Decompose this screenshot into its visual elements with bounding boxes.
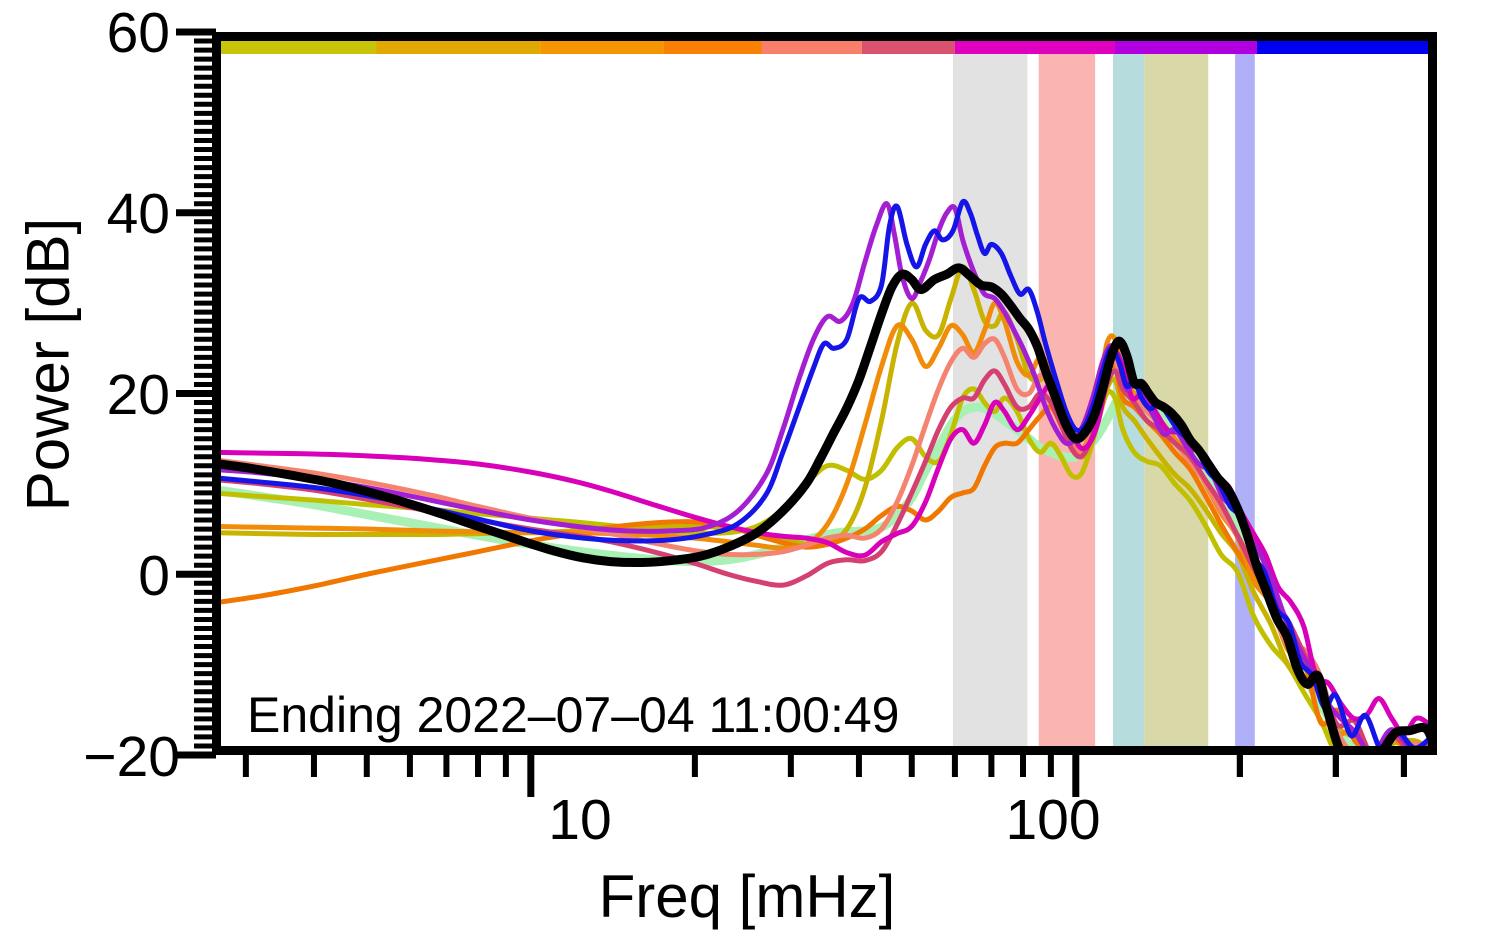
ytick-label-0: 0 — [138, 544, 170, 608]
xtick-label-10: 10 — [548, 788, 612, 852]
spectrum-olive-a — [212, 264, 1437, 755]
colorbar-segment-5 — [861, 41, 955, 54]
colorbar-segment-1 — [376, 41, 541, 54]
xtick-label-100: 100 — [1005, 788, 1101, 852]
y-axis-title: Power [dB] — [14, 217, 82, 512]
colorbar-segment-6 — [954, 41, 1115, 54]
colorbar-segment-8 — [1256, 41, 1437, 54]
spectrum-plot — [212, 41, 1437, 755]
ending-timestamp-annotation: Ending 2022‒07‒04 11:00:49 — [247, 687, 900, 743]
plot-area — [212, 32, 1437, 755]
colorbar-segment-4 — [761, 41, 862, 54]
ytick-label-40: 40 — [106, 182, 170, 246]
x-axis-title: Freq [mHz] — [598, 863, 896, 930]
colorbar-segment-3 — [663, 41, 762, 54]
axis-frame — [212, 32, 1437, 755]
ytick-label-60: 60 — [106, 1, 170, 65]
ytick-label-m20: −20 — [83, 725, 180, 789]
ytick-label-20: 20 — [106, 363, 170, 427]
colorbar-segment-7 — [1114, 41, 1257, 54]
colorbar-segment-0 — [212, 41, 377, 54]
colorbar-segment-2 — [540, 41, 664, 54]
mean-spectrum — [212, 263, 1437, 755]
